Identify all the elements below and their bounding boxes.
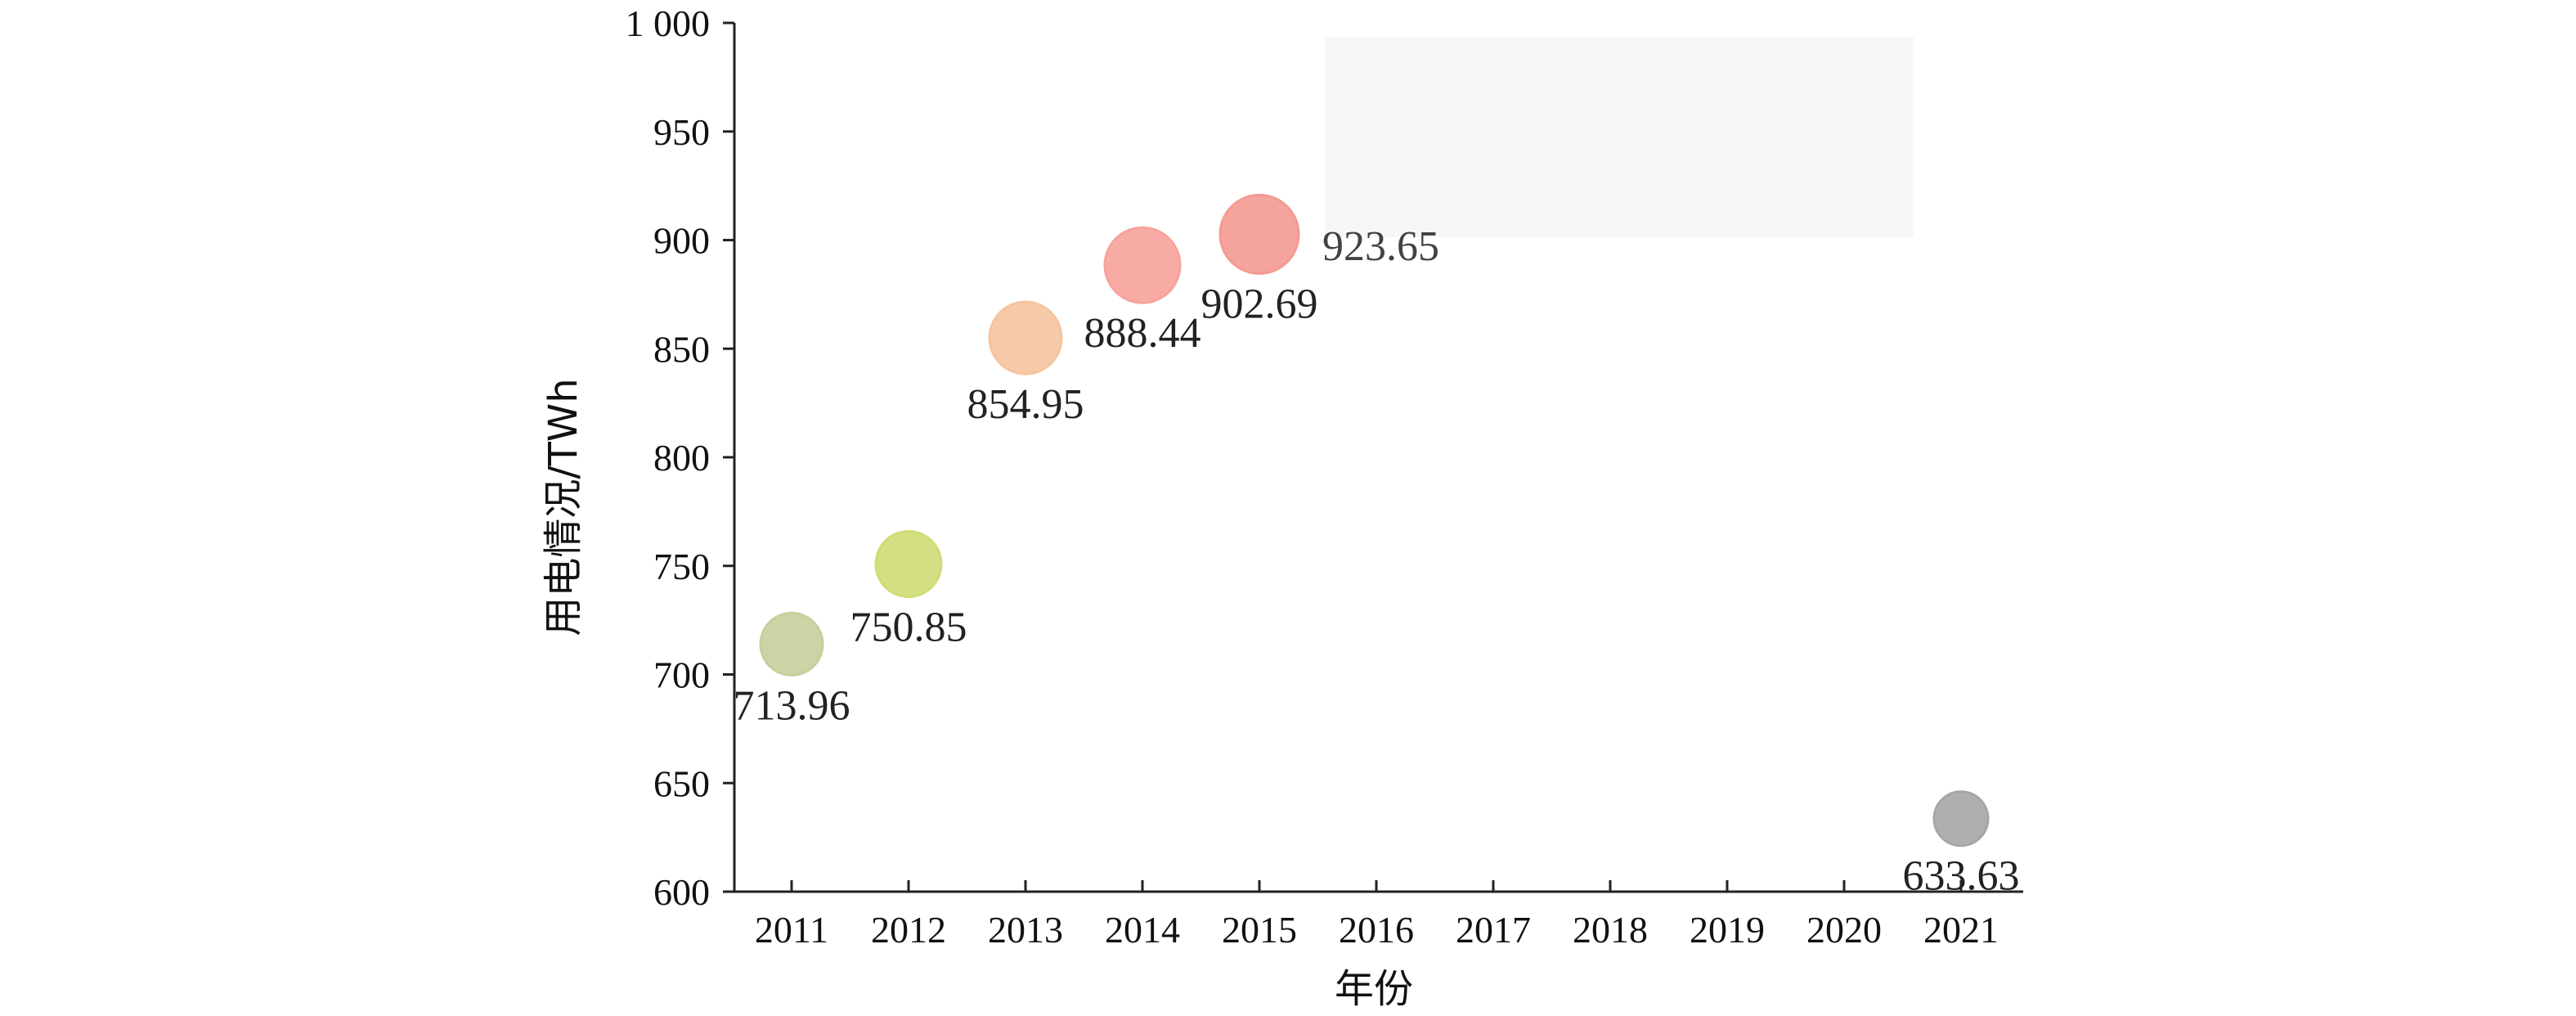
x-tick-label: 2013 bbox=[988, 909, 1063, 951]
x-tick-label: 2012 bbox=[871, 909, 946, 951]
data-bubble bbox=[1103, 226, 1182, 304]
x-tick-label: 2016 bbox=[1339, 909, 1414, 951]
y-tick-label: 900 bbox=[653, 220, 710, 262]
x-tick-label: 2015 bbox=[1222, 909, 1297, 951]
y-tick-label: 650 bbox=[653, 762, 710, 804]
x-ticks: 2011 2012 2013 2014 2015 2016 2017 2018 2019 2020… bbox=[755, 880, 1999, 951]
x-tick-label: 2021 bbox=[1923, 909, 1999, 951]
data-bubble bbox=[988, 300, 1063, 375]
data-bubble bbox=[874, 529, 943, 598]
y-tick-label: 700 bbox=[653, 654, 710, 696]
data-bubbles bbox=[759, 193, 1990, 847]
x-tick-label: 2014 bbox=[1105, 909, 1180, 951]
x-tick-label: 2017 bbox=[1456, 909, 1531, 951]
y-ticks: 600 650 700 750 800 850 900 950 1 000 bbox=[626, 2, 734, 913]
data-value-label: 633.63 bbox=[1903, 853, 2020, 900]
obscured-region bbox=[1325, 37, 1914, 237]
x-tick-label: 2011 bbox=[755, 909, 828, 951]
data-value-label: 854.95 bbox=[967, 381, 1084, 428]
x-tick-label: 2020 bbox=[1806, 909, 1882, 951]
y-tick-label: 850 bbox=[653, 328, 710, 370]
y-tick-label: 950 bbox=[653, 111, 710, 153]
y-tick-label: 1 000 bbox=[626, 2, 711, 44]
y-axis-title: 用电情况/TWh bbox=[541, 378, 586, 636]
data-value-label: 713.96 bbox=[734, 682, 850, 729]
data-value-label: 750.85 bbox=[850, 604, 967, 650]
data-bubble bbox=[759, 611, 824, 677]
data-bubble bbox=[1218, 193, 1300, 275]
data-value-label: 902.69 bbox=[1201, 281, 1318, 327]
data-bubble bbox=[1932, 790, 1990, 847]
y-tick-label: 600 bbox=[653, 871, 710, 913]
data-value-label: 888.44 bbox=[1084, 310, 1201, 357]
x-tick-label: 2018 bbox=[1573, 909, 1648, 951]
x-axis-title: 年份 bbox=[1335, 966, 1413, 1012]
y-tick-label: 800 bbox=[653, 437, 710, 479]
obscured-annotation: 923.65 bbox=[1322, 223, 1439, 270]
y-tick-label: 750 bbox=[653, 546, 710, 587]
x-tick-label: 2019 bbox=[1690, 909, 1765, 951]
